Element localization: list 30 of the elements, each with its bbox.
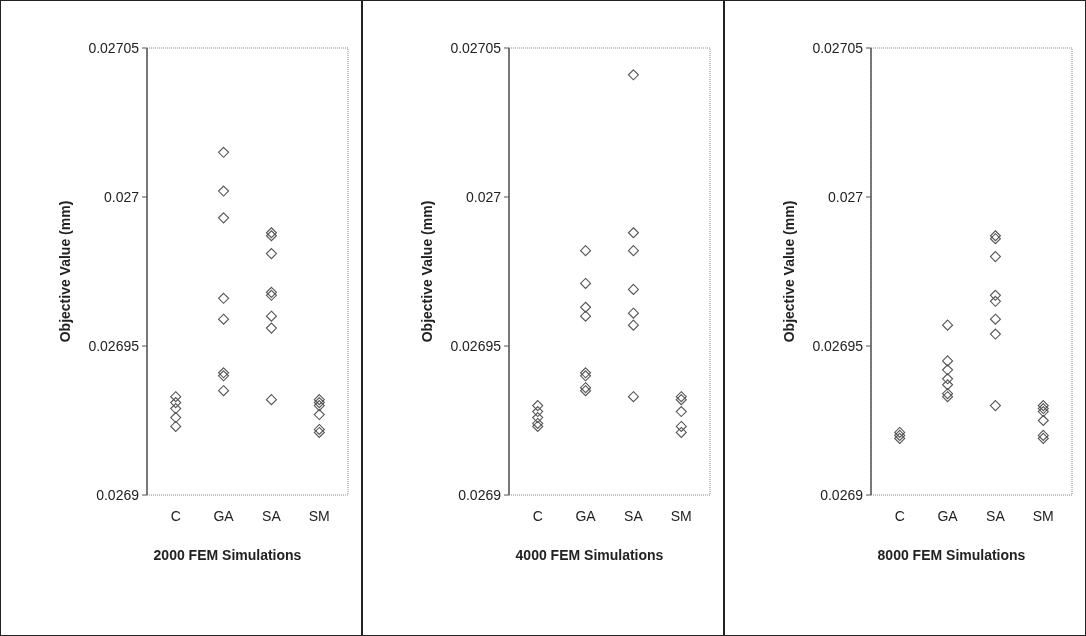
y-axis-title: Objective Value (mm) (57, 200, 73, 343)
y-tick-label: 0.02705 (88, 39, 140, 56)
y-tick-label: 0.02695 (450, 337, 502, 354)
y-tick-label: 0.02695 (812, 337, 864, 354)
y-axis-title: Objective Value (mm) (419, 200, 435, 343)
x-axis-title: 8000 FEM Simulations (877, 547, 1026, 563)
x-tick-label: C (170, 508, 181, 524)
y-tick-label: 0.02695 (88, 337, 140, 354)
x-tick-label: SM (670, 508, 692, 524)
y-tick-label: 0.0269 (458, 486, 502, 503)
x-tick-label: C (532, 508, 543, 524)
x-tick-label: GA (213, 508, 235, 524)
x-tick-label: SA (624, 508, 644, 524)
x-tick-label: C (894, 508, 905, 524)
y-tick-label: 0.0269 (96, 486, 140, 503)
x-tick-label: GA (937, 508, 959, 524)
x-tick-label: SM (308, 508, 330, 524)
x-tick-label: SA (262, 508, 282, 524)
y-tick-label: 0.02705 (812, 39, 864, 56)
x-tick-label: SM (1032, 508, 1054, 524)
y-tick-label: 0.027 (103, 188, 140, 205)
y-tick-label: 0.027 (827, 188, 864, 205)
x-axis-title: 2000 FEM Simulations (153, 547, 302, 563)
x-axis-title: 4000 FEM Simulations (515, 547, 664, 563)
y-axis-title: Objective Value (mm) (781, 200, 797, 343)
y-tick-label: 0.0269 (820, 486, 864, 503)
x-tick-label: SA (986, 508, 1006, 524)
x-tick-label: GA (575, 508, 597, 524)
y-tick-label: 0.027 (465, 188, 502, 205)
y-tick-label: 0.02705 (450, 39, 502, 56)
